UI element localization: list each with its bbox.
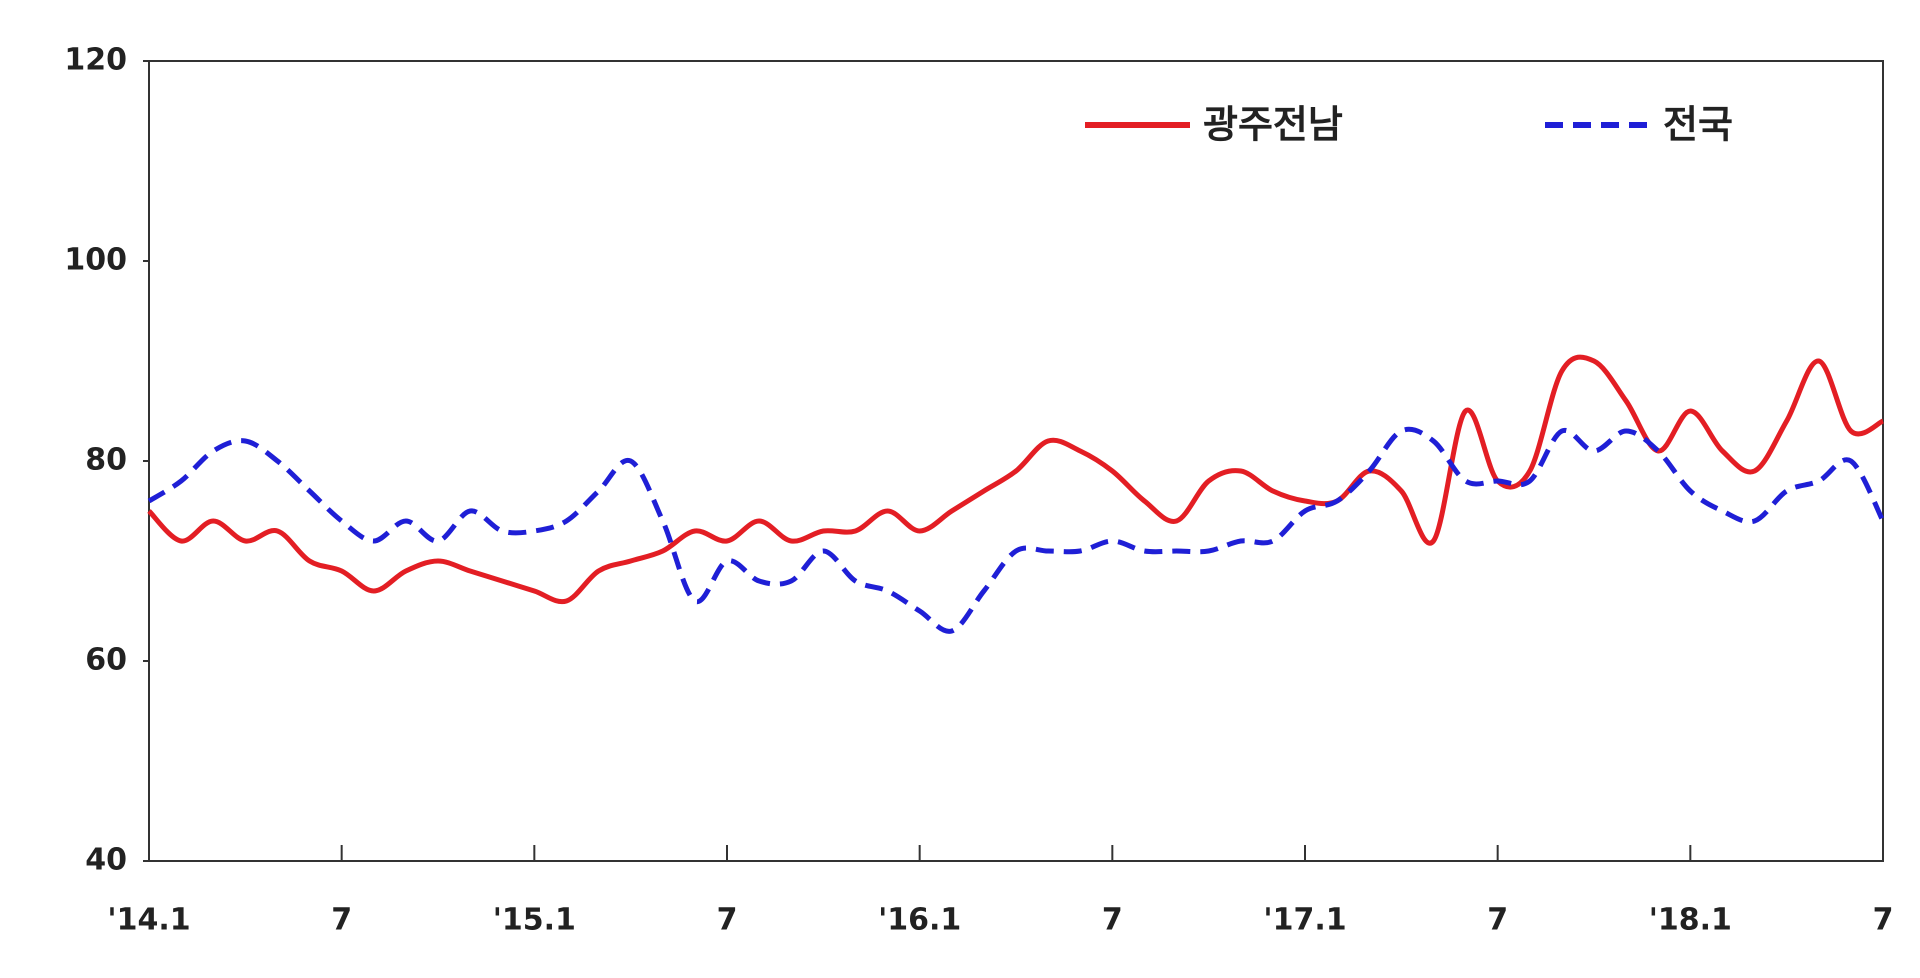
y-tick-label: 100 xyxy=(64,243,127,278)
x-tick-label: '14.1 xyxy=(107,903,190,938)
x-tick-label: 7 xyxy=(1487,903,1508,938)
legend-label: 광주전남 xyxy=(1203,103,1343,147)
y-tick-label: 40 xyxy=(85,843,127,878)
series-line xyxy=(147,426,1886,634)
x-tick-label: 7 xyxy=(1102,903,1123,938)
y-tick-label: 80 xyxy=(85,443,127,478)
plot-frame xyxy=(148,60,1884,862)
y-tick-label: 120 xyxy=(64,43,127,78)
series-line xyxy=(147,354,1885,605)
y-tick-label: 60 xyxy=(85,643,127,678)
x-tick-label: '17.1 xyxy=(1263,903,1346,938)
x-tick-label: 7 xyxy=(717,903,738,938)
x-tick-label: 7 xyxy=(331,903,352,938)
x-tick-label: '18.1 xyxy=(1649,903,1732,938)
x-tick-label: 7 xyxy=(1873,903,1894,938)
x-tick-label: '15.1 xyxy=(493,903,576,938)
legend-label: 전국 xyxy=(1663,103,1733,147)
x-tick-label: '16.1 xyxy=(878,903,961,938)
